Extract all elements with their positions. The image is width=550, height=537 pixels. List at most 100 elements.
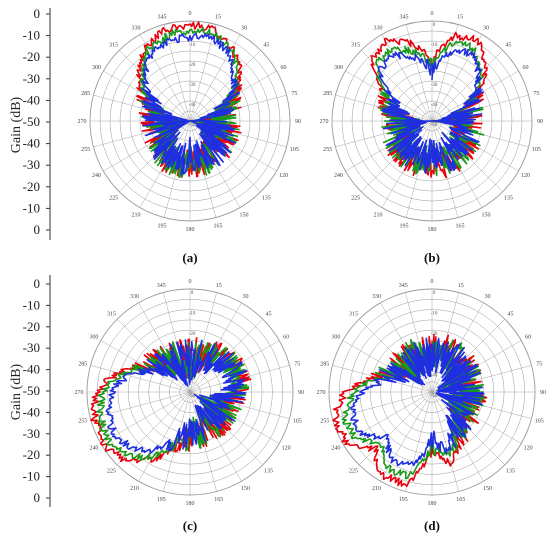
radial-label: -40 bbox=[431, 373, 438, 378]
angle-label: 270 bbox=[78, 119, 87, 125]
angle-label: 315 bbox=[107, 312, 116, 318]
angle-label: 195 bbox=[400, 223, 409, 229]
radial-label: -50 bbox=[189, 123, 196, 128]
angle-label: 255 bbox=[323, 147, 332, 153]
angle-label: 210 bbox=[130, 486, 139, 492]
angle-label: 90 bbox=[298, 390, 304, 396]
angle-label: 165 bbox=[455, 223, 464, 229]
gain-tick-label: 0 bbox=[34, 490, 41, 505]
gain-axis-bottom: Gain (dB) 0 -10 -20 -30 -40 -50 -40 -30 -20 -10 0 bbox=[9, 275, 51, 507]
angle-label: 300 bbox=[331, 335, 340, 341]
angle-label: 30 bbox=[483, 25, 489, 31]
angle-label: 345 bbox=[158, 15, 167, 21]
angle-label: 90 bbox=[540, 390, 546, 396]
angle-label: 45 bbox=[263, 43, 269, 49]
angle-label: 330 bbox=[130, 294, 139, 300]
grid-spoke bbox=[139, 34, 191, 122]
gain-tick-label: -10 bbox=[23, 28, 40, 43]
angle-label: 225 bbox=[351, 195, 360, 201]
grid-spoke bbox=[119, 50, 191, 122]
angle-label: 300 bbox=[334, 65, 343, 71]
angle-label: 225 bbox=[349, 468, 358, 474]
radial-label: 0 bbox=[433, 23, 436, 28]
radial-label: -10 bbox=[189, 43, 196, 48]
angle-label: 75 bbox=[536, 361, 542, 367]
angle-label: 345 bbox=[157, 283, 166, 289]
series-line bbox=[105, 339, 247, 454]
angle-label: 90 bbox=[295, 119, 301, 125]
angle-label: 240 bbox=[89, 446, 98, 452]
radial-label: -10 bbox=[189, 312, 196, 317]
grid-spoke bbox=[189, 50, 261, 122]
angle-label: 180 bbox=[428, 227, 437, 233]
gain-tick-label: -40 bbox=[23, 362, 40, 377]
radial-label: -30 bbox=[189, 353, 196, 358]
angle-label: 195 bbox=[157, 497, 166, 503]
angle-label: 135 bbox=[506, 468, 515, 474]
y-axis-label: Gain (dB) bbox=[9, 96, 24, 153]
angle-label: 150 bbox=[240, 213, 249, 219]
angle-label: 75 bbox=[533, 91, 539, 97]
angle-label: 0 bbox=[189, 11, 192, 17]
angle-label: 135 bbox=[504, 195, 513, 201]
series-line bbox=[138, 27, 241, 178]
radial-label: -50 bbox=[189, 394, 196, 399]
angle-label: 225 bbox=[107, 468, 116, 474]
angle-label: 330 bbox=[132, 25, 141, 31]
angle-label: 30 bbox=[243, 294, 249, 300]
angle-label: 105 bbox=[535, 419, 544, 425]
grid-spoke bbox=[189, 24, 217, 122]
gain-tick-label: -10 bbox=[23, 297, 40, 312]
angle-label: 150 bbox=[482, 213, 491, 219]
polar-panel-b: 0 15 30 45 60 75 90 105 120 135 150 165 180 195 210 225… bbox=[320, 11, 544, 233]
y-axis-label: Gain (dB) bbox=[9, 363, 24, 420]
angle-label: 300 bbox=[89, 335, 98, 341]
angle-label: 45 bbox=[507, 312, 513, 318]
gain-tick-label: 0 bbox=[34, 276, 41, 291]
angle-label: 135 bbox=[262, 195, 271, 201]
panel-label-b: (b) bbox=[424, 250, 440, 265]
angle-label: 30 bbox=[241, 25, 247, 31]
angle-label: 60 bbox=[523, 65, 529, 71]
angle-label: 180 bbox=[428, 501, 437, 507]
radial-label: -20 bbox=[189, 332, 196, 337]
gain-tick-label: -10 bbox=[23, 200, 40, 215]
grid-spoke bbox=[100, 340, 191, 393]
angle-label: 150 bbox=[483, 486, 492, 492]
grid-spoke bbox=[431, 391, 522, 444]
angle-label: 105 bbox=[293, 419, 302, 425]
radial-label: -20 bbox=[189, 63, 196, 68]
gain-tick-label: -50 bbox=[23, 383, 40, 398]
angle-label: 210 bbox=[132, 213, 141, 219]
gain-tick-label: -10 bbox=[23, 469, 40, 484]
angle-label: 60 bbox=[525, 335, 531, 341]
gain-tick-label: -20 bbox=[23, 319, 40, 334]
angle-label: 120 bbox=[282, 446, 291, 452]
angle-label: 195 bbox=[158, 223, 167, 229]
angle-label: 240 bbox=[92, 173, 101, 179]
grid-spoke bbox=[189, 34, 241, 122]
grid-spoke bbox=[431, 24, 459, 122]
grid-spoke bbox=[431, 391, 459, 492]
radial-label: -30 bbox=[431, 83, 438, 88]
grid-spoke bbox=[431, 120, 519, 172]
angle-label: 255 bbox=[78, 419, 87, 425]
gain-tick-label: -20 bbox=[23, 447, 40, 462]
angle-label: 345 bbox=[399, 283, 408, 289]
radial-label: -10 bbox=[431, 43, 438, 48]
polar-panel-c: 0 15 30 45 60 75 90 105 120 135 150 165 180 195 210 225… bbox=[75, 279, 305, 507]
angle-label: 225 bbox=[109, 195, 118, 201]
gain-tick-label: -30 bbox=[23, 426, 40, 441]
angle-label: 270 bbox=[75, 390, 84, 396]
grid-spoke bbox=[163, 24, 191, 122]
angle-label: 165 bbox=[213, 223, 222, 229]
angle-label: 120 bbox=[524, 446, 533, 452]
gain-tick-label: -30 bbox=[23, 340, 40, 355]
angle-label: 285 bbox=[78, 361, 87, 367]
angle-label: 285 bbox=[323, 91, 332, 97]
grid-spoke bbox=[342, 340, 433, 393]
gain-tick-label: -20 bbox=[23, 179, 40, 194]
angle-label: 165 bbox=[214, 497, 223, 503]
radial-label: -50 bbox=[431, 394, 438, 399]
